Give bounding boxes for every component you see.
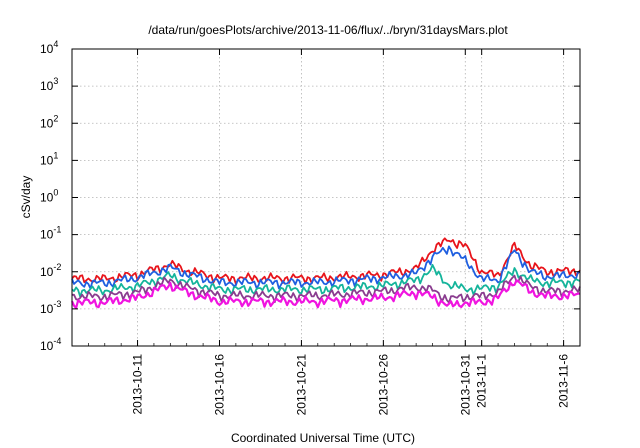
y-tick-exponent: 0 xyxy=(53,188,58,198)
series-layer xyxy=(70,237,581,310)
series-line xyxy=(71,245,581,290)
x-tick-label: 2013-10-16 xyxy=(212,354,226,416)
y-tick-label: 10-2 xyxy=(40,262,61,279)
x-tick-label: 2013-10-11 xyxy=(131,354,145,415)
y-tick-base: 10 xyxy=(40,153,54,167)
chart-title: /data/run/goesPlots/archive/2013-11-06/f… xyxy=(148,23,508,37)
grid xyxy=(72,49,580,346)
y-tick-exponent: -3 xyxy=(53,299,61,309)
y-tick-label: 10-3 xyxy=(40,299,61,316)
series-line xyxy=(70,279,580,310)
y-tick-base: 10 xyxy=(40,339,54,353)
x-tick-label: 2013-11-1 xyxy=(475,354,489,408)
y-axis-label: cSv/day xyxy=(19,176,33,219)
y-tick-label: 103 xyxy=(40,76,58,93)
y-tick-base: 10 xyxy=(40,116,54,130)
x-tick-label: 2013-11-6 xyxy=(557,354,571,408)
x-tick-label: 2013-10-31 xyxy=(458,354,472,416)
y-tick-exponent: 3 xyxy=(53,76,58,86)
y-tick-label: 100 xyxy=(40,188,58,205)
x-axis-ticks: 2013-10-11 2013-10-16 2013-10-21 2013-10-26… xyxy=(88,49,571,416)
y-tick-base: 10 xyxy=(40,79,54,93)
y-tick-label: 104 xyxy=(40,39,58,56)
y-tick-exponent: 2 xyxy=(53,113,58,123)
x-tick-label: 2013-10-26 xyxy=(376,354,390,416)
y-tick-base: 10 xyxy=(40,265,54,279)
y-tick-base: 10 xyxy=(40,191,54,205)
y-tick-exponent: -4 xyxy=(53,336,61,346)
y-tick-base: 10 xyxy=(40,302,54,316)
y-tick-exponent: 4 xyxy=(53,39,58,49)
y-tick-label: 10-4 xyxy=(40,336,61,353)
y-tick-label: 102 xyxy=(40,113,58,130)
y-tick-base: 10 xyxy=(40,42,54,56)
y-tick-base: 10 xyxy=(40,228,54,242)
y-tick-exponent: -1 xyxy=(53,225,61,235)
y-tick-exponent: -2 xyxy=(53,262,61,272)
x-tick-label: 2013-10-21 xyxy=(294,354,308,416)
y-tick-label: 101 xyxy=(40,150,58,167)
y-tick-exponent: 1 xyxy=(53,150,58,160)
x-axis-label: Coordinated Universal Time (UTC) xyxy=(231,431,415,445)
series-line xyxy=(71,237,581,285)
y-tick-label: 10-1 xyxy=(40,225,61,242)
